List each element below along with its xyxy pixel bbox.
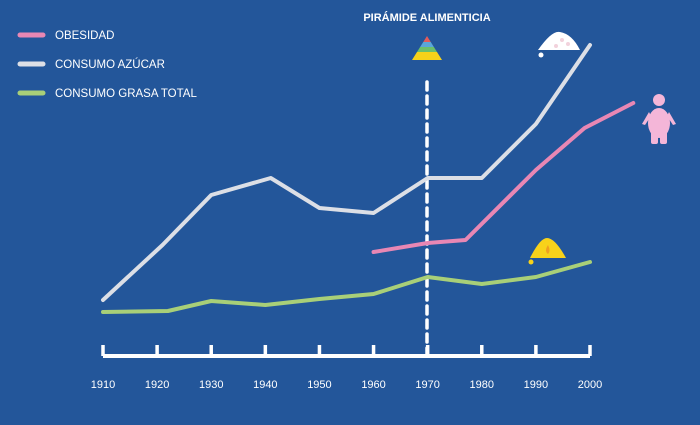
obese-person-icon	[642, 94, 676, 144]
x-tick-label: 1920	[145, 379, 169, 391]
x-tick-label: 1930	[199, 379, 223, 391]
x-tick-label: 1970	[415, 379, 439, 391]
legend-label: OBESIDAD	[55, 30, 114, 42]
food-pyramid-icon	[412, 36, 442, 60]
legend-label: CONSUMO GRASA TOTAL	[55, 88, 197, 100]
annotation-label: PIRÁMIDE ALIMENTICIA	[363, 11, 490, 24]
x-axis: 1910 1920 1930 1940 1950 1960 1970 1980 1990 2000	[91, 345, 602, 391]
legend-label: CONSUMO AZÚCAR	[55, 58, 165, 71]
x-tick-label: 2000	[578, 379, 602, 391]
x-tick-label: 1990	[524, 379, 548, 391]
x-tick-label: 1910	[91, 379, 115, 391]
series-line-1	[101, 43, 592, 302]
x-tick-label: 1950	[307, 379, 331, 391]
sugar-pile-icon	[538, 31, 580, 58]
series-line-0	[371, 101, 636, 254]
legend: OBESIDAD CONSUMO AZÚCAR CONSUMO GRASA TOTA…	[17, 30, 197, 100]
fat-drop-icon	[528, 238, 566, 265]
x-tick-label: 1960	[361, 379, 385, 391]
x-tick-label: 1940	[253, 379, 277, 391]
series-line-2	[101, 260, 592, 314]
x-tick-label: 1980	[470, 379, 494, 391]
